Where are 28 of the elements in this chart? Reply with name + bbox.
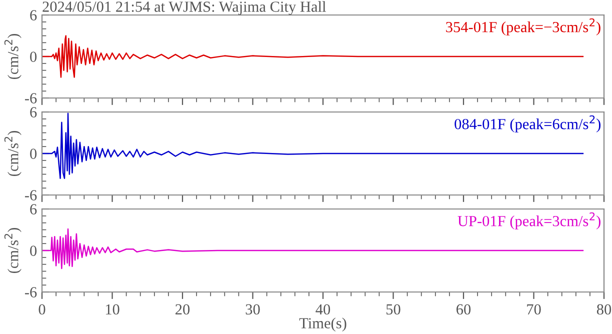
x-tick-label: 50 xyxy=(386,304,400,315)
x-tick-label: 70 xyxy=(527,304,541,315)
line-series xyxy=(42,228,584,270)
x-tick-label: 60 xyxy=(456,304,471,315)
y-tick-label: -6 xyxy=(24,287,37,298)
x-tick-label: 80 xyxy=(596,304,612,315)
y-tick-label: 6 xyxy=(30,107,37,118)
annotation: 084-01F (peak=6cm/s$^{2}$) xyxy=(454,115,600,132)
x-axis-title: Time(s) xyxy=(299,318,346,332)
x-tick-label: 40 xyxy=(316,304,330,315)
annotation: UP-01F (peak=3cm/s$^{2}$) xyxy=(458,212,600,230)
chart-title: 2024/05/01 21:54 at WJMS: Wajima City Hall xyxy=(42,1,326,15)
annotation: 354-01F (peak=−3cm/s$^{2}$) xyxy=(446,18,600,36)
x-tick-label: 10 xyxy=(106,304,120,315)
y-axis-title: (cm/s$^{2}$) xyxy=(4,130,22,176)
x-tick-label: 20 xyxy=(176,304,190,315)
y-tick-label: -6 xyxy=(24,93,37,104)
y-axis-title: (cm/s$^{2}$) xyxy=(4,34,22,80)
y-tick-label: 6 xyxy=(30,10,37,20)
x-tick-label: 0 xyxy=(38,304,46,315)
y-tick-label: 6 xyxy=(30,204,37,214)
line-series xyxy=(42,35,584,78)
y-tick-label: -6 xyxy=(24,190,37,200)
x-tick-label: 30 xyxy=(246,304,260,315)
y-axis-title: (cm/s$^{2}$) xyxy=(4,228,22,274)
y-tick-label: 0 xyxy=(30,52,37,62)
y-tick-label: 0 xyxy=(30,246,37,256)
y-tick-label: 0 xyxy=(30,148,37,159)
